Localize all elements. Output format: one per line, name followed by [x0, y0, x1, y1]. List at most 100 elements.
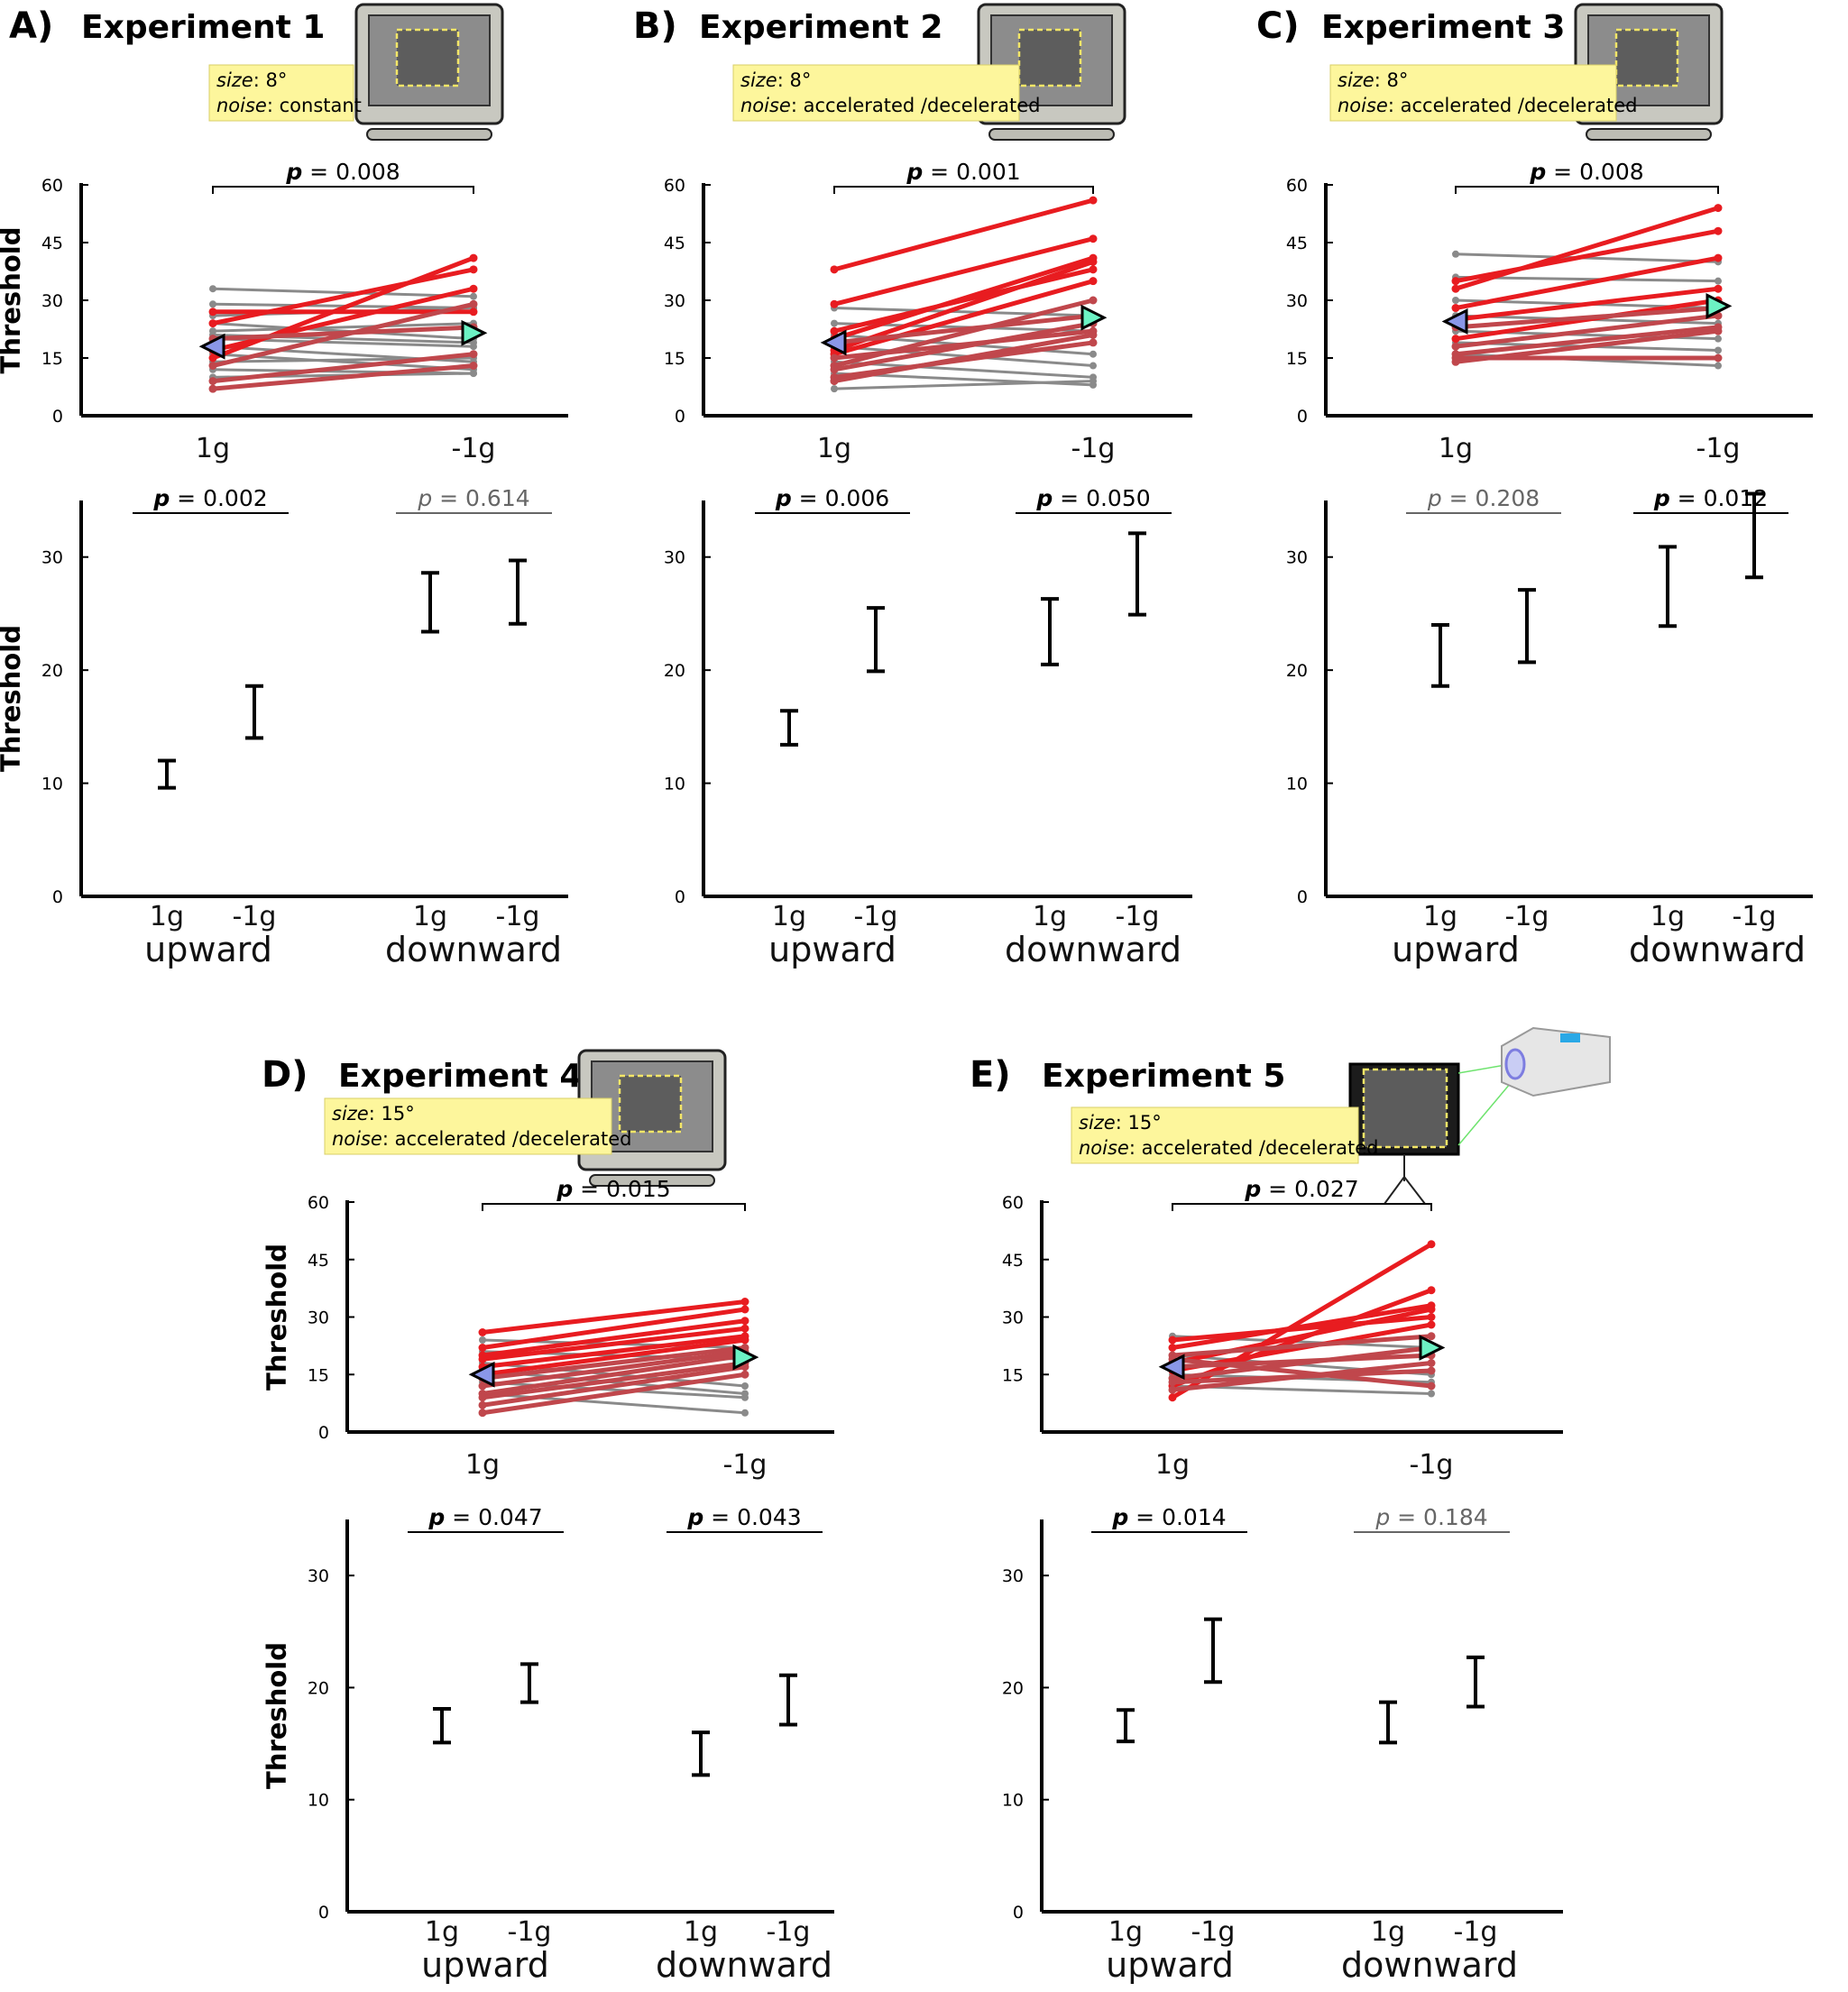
- subject-point: [1714, 253, 1723, 262]
- info-noise-value: : accelerated /decelerated: [1388, 95, 1638, 116]
- p-symbol: p: [152, 485, 170, 511]
- x-tick-label: 1g: [413, 901, 447, 932]
- subject-point: [1089, 257, 1098, 266]
- subject-point: [469, 284, 478, 293]
- p-value-label: p = 0.006: [775, 485, 889, 511]
- subject-line-segment: [212, 287, 474, 298]
- subject-point: [1427, 1320, 1436, 1329]
- p-value: = 0.614: [432, 485, 529, 511]
- subject-line-segment: [482, 1318, 746, 1358]
- p-value-label: p = 0.012: [1653, 485, 1768, 511]
- y-tick-label: 0: [318, 1423, 329, 1443]
- noise-patch-icon: [1017, 28, 1082, 87]
- subject-line-segment: [212, 322, 474, 333]
- subject-line-segment: [1455, 255, 1719, 310]
- subject-point: [208, 384, 217, 393]
- group-label: upward: [421, 1945, 549, 1985]
- p-value-label: p = 0.014: [1111, 1504, 1226, 1530]
- y-axis-label: Threshold: [262, 1244, 292, 1391]
- x-tick-label: 1g: [1439, 433, 1473, 464]
- p-value: = 0.015: [573, 1176, 670, 1202]
- subject-line-segment: [833, 197, 1094, 272]
- error-bar: [1745, 491, 1763, 580]
- mean-marker-1g: [198, 333, 225, 360]
- subject-line-segment: [833, 380, 1094, 390]
- info-noise-label: noise: [740, 95, 791, 116]
- subject-point: [1451, 284, 1460, 293]
- y-tick-label: 0: [675, 407, 685, 427]
- subject-point: [1427, 1366, 1436, 1375]
- p-value: = 0.050: [1053, 485, 1150, 511]
- y-tick-label: 60: [308, 1193, 329, 1213]
- x-tick-label: -1g: [1116, 901, 1160, 932]
- subject-line-segment: [833, 259, 1094, 353]
- x-tick-label: 1g: [684, 1916, 718, 1948]
- subject-line-segment: [482, 1364, 746, 1408]
- subject-point: [208, 353, 217, 363]
- subject-point: [1715, 362, 1722, 370]
- group-label: upward: [1392, 930, 1520, 969]
- error-bar: [509, 558, 527, 626]
- x-tick-label: -1g: [767, 1916, 811, 1948]
- y-axis-label: Threshold: [262, 1642, 292, 1789]
- p-value-label: p = 0.008: [285, 159, 400, 185]
- p-symbol: p: [906, 159, 923, 185]
- p-value: = 0.043: [703, 1504, 801, 1530]
- p-value: = 0.014: [1128, 1504, 1226, 1530]
- y-tick-label: 20: [1002, 1678, 1024, 1698]
- panel-label: B): [633, 5, 677, 47]
- group-label: downward: [656, 1945, 832, 1985]
- subject-point: [478, 1409, 487, 1418]
- subject-point: [740, 1336, 749, 1345]
- panel-4: E) Experiment 5 size: 15° noise: accelerate…: [970, 1026, 1611, 1985]
- error-bar: [158, 758, 176, 790]
- subject-line-segment: [482, 1334, 746, 1370]
- subject-point: [1427, 1240, 1436, 1249]
- x-tick-label: 1g: [1108, 1916, 1143, 1948]
- subject-line-segment: [482, 1349, 746, 1389]
- y-tick-label: 15: [41, 349, 63, 369]
- subject-point: [1714, 353, 1723, 363]
- subject-line-segment: [1172, 1356, 1432, 1389]
- x-tick-label: 1g: [1033, 901, 1067, 932]
- subject-line: [209, 285, 477, 300]
- y-tick-label: 0: [52, 407, 63, 427]
- info-size-value: : 15°: [369, 1103, 415, 1125]
- y-tick-label: 15: [1286, 349, 1308, 369]
- subject-line: [1451, 253, 1723, 313]
- monitor-base: [589, 1174, 715, 1187]
- subject-line-segment: [482, 1307, 746, 1350]
- tripod-icon: [1384, 1154, 1426, 1205]
- info-noise-label: noise: [332, 1128, 382, 1150]
- subject-point: [1168, 1393, 1177, 1402]
- subject-line-segment: [833, 279, 1094, 357]
- p-value-label: p = 0.001: [906, 159, 1020, 185]
- subject-line: [1451, 311, 1723, 351]
- subject-point: [1168, 1378, 1177, 1387]
- subject-point: [208, 308, 217, 317]
- mean-marker-minus1g: [1419, 1335, 1446, 1361]
- subject-point: [1427, 1313, 1436, 1321]
- info-noise-label: noise: [1338, 95, 1388, 116]
- noise-patch-icon: [395, 28, 460, 87]
- error-bar: [1431, 622, 1449, 688]
- info-size: size: 8°: [216, 69, 287, 91]
- mean-marker-1g: [468, 1361, 495, 1388]
- p-value: = 0.001: [923, 159, 1020, 185]
- p-symbol: p: [775, 485, 792, 511]
- group-label: downward: [1341, 1945, 1518, 1985]
- p-value-label: p = 0.002: [152, 485, 267, 511]
- subject-point: [1427, 1305, 1436, 1314]
- y-tick-label: 30: [1002, 1566, 1024, 1586]
- subject-line: [478, 1298, 749, 1336]
- panel-label: C): [1256, 5, 1300, 47]
- subject-point: [1089, 338, 1098, 347]
- info-noise-value: : accelerated /decelerated: [791, 95, 1041, 116]
- p-value-label: p = 0.043: [686, 1504, 801, 1530]
- y-tick-label: 0: [675, 887, 685, 907]
- x-tick-label: 1g: [1423, 901, 1457, 932]
- subject-point: [208, 377, 217, 386]
- subject-point: [1089, 296, 1098, 305]
- subject-line: [208, 362, 478, 393]
- panel-2: C) Experiment 3 size: 8° noise: accelerated…: [1256, 3, 1813, 969]
